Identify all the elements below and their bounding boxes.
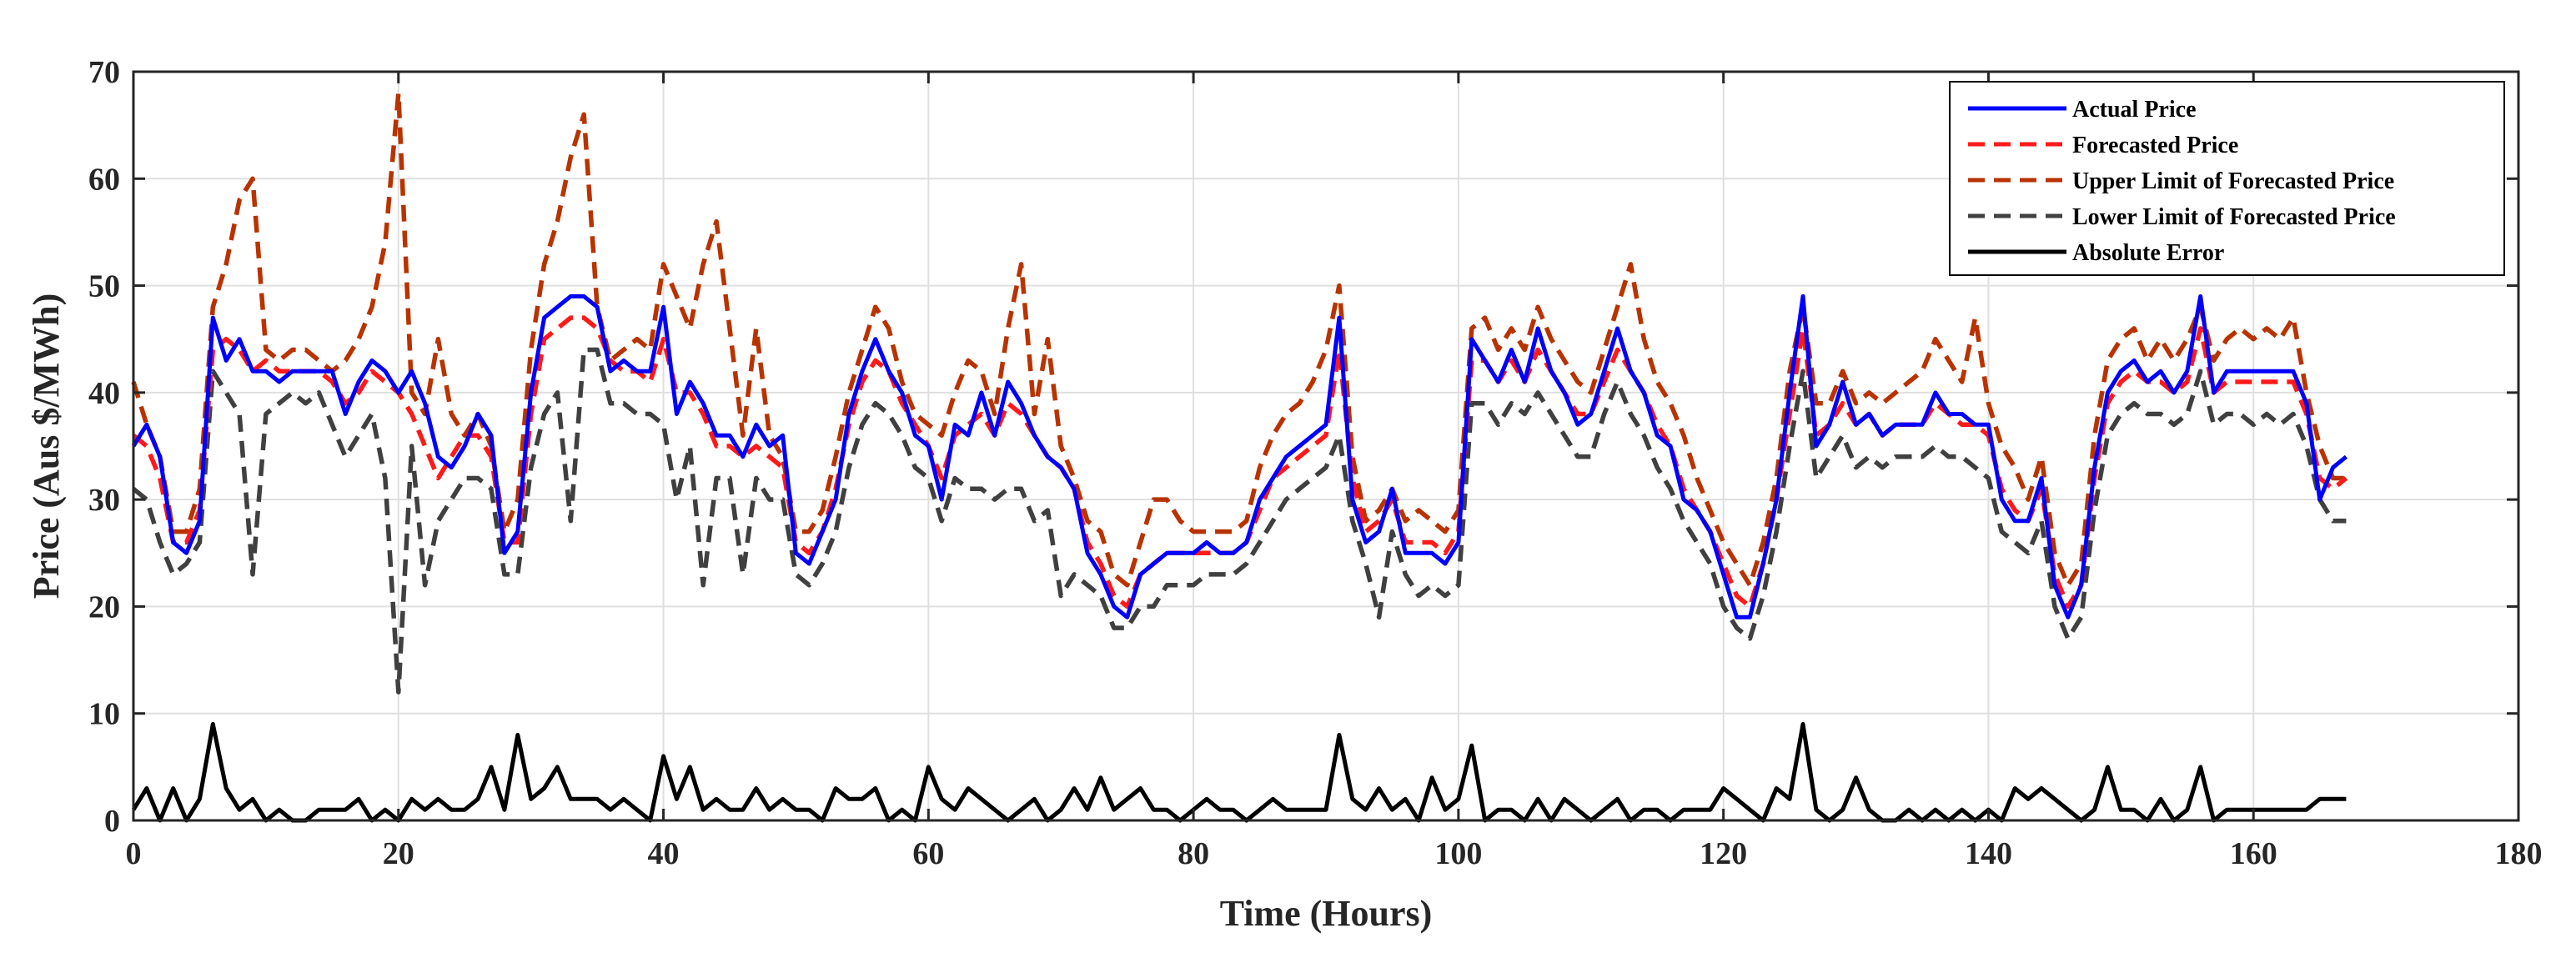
series-line-absolute-error bbox=[131, 722, 2347, 823]
y-axis-label: Price (Aus $/MWh) bbox=[26, 293, 67, 599]
y-tick-label: 20 bbox=[88, 589, 120, 624]
legend-box bbox=[1949, 81, 2505, 276]
y-tick-label: 50 bbox=[88, 269, 120, 304]
x-tick-label: 60 bbox=[912, 836, 944, 871]
x-tick-label: 120 bbox=[1700, 836, 1747, 871]
x-tick-label: 100 bbox=[1434, 836, 1482, 871]
y-tick-labels: 0 10 20 30 40 50 60 70 bbox=[88, 55, 120, 839]
y-tick-label: 0 bbox=[104, 804, 120, 839]
legend-label: Upper Limit of Forecasted Price bbox=[2072, 168, 2394, 194]
plot-frame bbox=[132, 70, 2520, 822]
legend: Actual Price Forecasted Price Upper Limit … bbox=[1949, 81, 2505, 276]
x-tick-label: 180 bbox=[2495, 836, 2543, 871]
legend-label: Forecasted Price bbox=[2072, 133, 2238, 158]
legend-label: Absolute Error bbox=[2072, 240, 2224, 266]
series-lines bbox=[131, 90, 2348, 823]
series-line-actual-price bbox=[131, 293, 2348, 619]
y-tick-label: 40 bbox=[88, 376, 120, 411]
y-tick-label: 10 bbox=[88, 697, 120, 732]
legend-label: Lower Limit of Forecasted Price bbox=[2072, 204, 2396, 230]
y-tick-label: 60 bbox=[88, 162, 120, 197]
x-tick-label: 140 bbox=[1965, 836, 2012, 871]
y-tick-label: 70 bbox=[88, 55, 120, 90]
x-axis-label: Time (Hours) bbox=[1220, 893, 1433, 934]
x-tick-label: 80 bbox=[1178, 836, 1209, 871]
y-tick-label: 30 bbox=[88, 483, 120, 518]
grid bbox=[133, 72, 2518, 820]
legend-label: Actual Price bbox=[2072, 97, 2197, 123]
x-tick-label: 0 bbox=[126, 836, 142, 871]
x-tick-label: 160 bbox=[2230, 836, 2277, 871]
x-tick-label: 20 bbox=[383, 836, 414, 871]
x-tick-label: 40 bbox=[648, 836, 680, 871]
series-line-lower-limit-of-forecasted-price bbox=[132, 347, 2347, 695]
x-tick-labels: 0 20 40 60 80 100 120 140 160 180 bbox=[126, 836, 2543, 871]
